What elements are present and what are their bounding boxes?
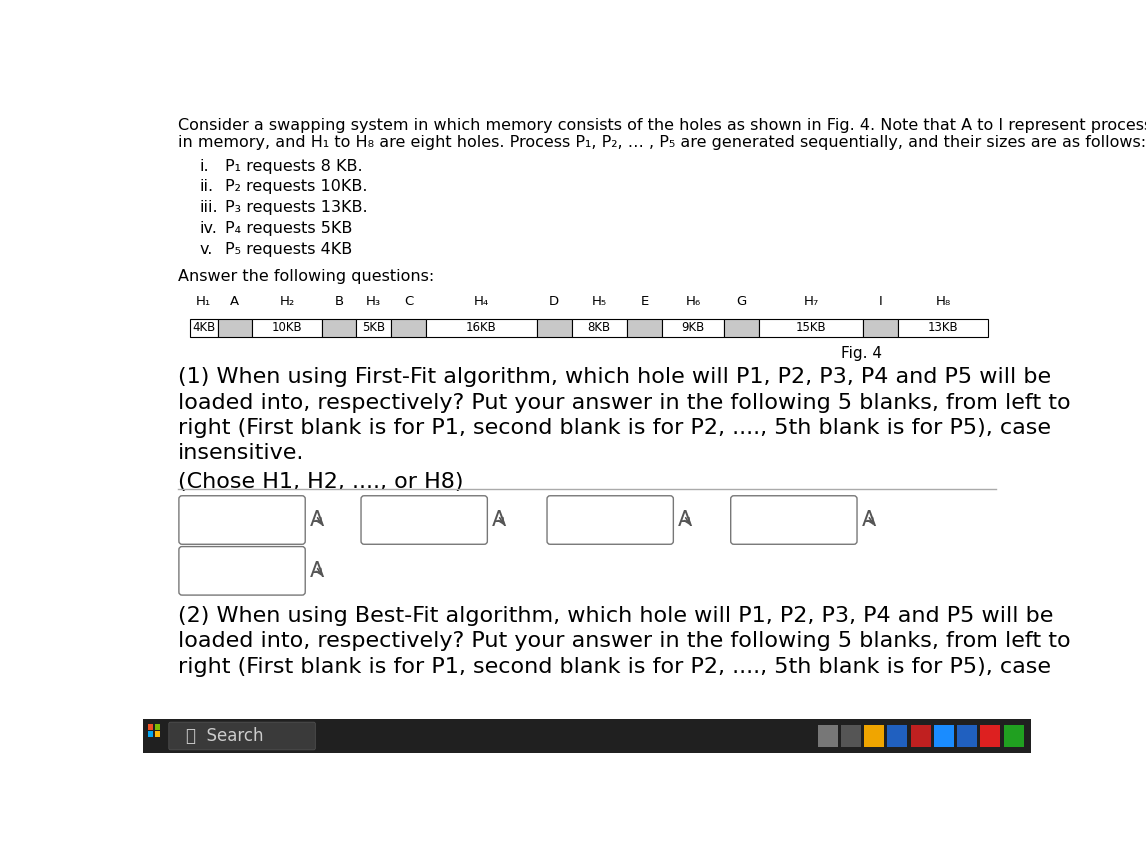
Text: A: A xyxy=(309,561,324,581)
Text: 16KB: 16KB xyxy=(466,321,496,334)
Text: H₇: H₇ xyxy=(803,295,818,308)
Bar xyxy=(980,725,1000,747)
Text: loaded into, respectively? Put your answer in the following 5 blanks, from left : loaded into, respectively? Put your answ… xyxy=(178,631,1070,651)
Bar xyxy=(957,725,978,747)
Bar xyxy=(322,319,356,338)
Text: i.: i. xyxy=(199,158,209,173)
FancyBboxPatch shape xyxy=(179,547,305,595)
Text: 🔍  Search: 🔍 Search xyxy=(186,727,264,745)
FancyBboxPatch shape xyxy=(731,496,857,544)
Bar xyxy=(391,319,426,338)
Bar xyxy=(536,319,572,338)
Text: P₂ requests 10KB.: P₂ requests 10KB. xyxy=(225,179,367,195)
Bar xyxy=(426,319,536,338)
Text: A: A xyxy=(862,510,876,530)
Bar xyxy=(252,319,322,338)
Bar xyxy=(724,319,759,338)
Bar xyxy=(218,319,252,338)
Text: H₂: H₂ xyxy=(280,295,295,308)
Text: right (First blank is for P1, second blank is for P2, ...., 5th blank is for P5): right (First blank is for P1, second bla… xyxy=(178,418,1051,438)
Text: H₃: H₃ xyxy=(366,295,382,308)
FancyBboxPatch shape xyxy=(547,496,674,544)
Text: G: G xyxy=(737,295,747,308)
Text: A: A xyxy=(309,510,324,530)
Bar xyxy=(759,319,863,338)
FancyBboxPatch shape xyxy=(179,496,305,544)
Bar xyxy=(817,725,838,747)
Text: H₆: H₆ xyxy=(685,295,700,308)
Text: (Chose H1, H2, ...., or H8): (Chose H1, H2, ...., or H8) xyxy=(178,472,464,492)
Text: A: A xyxy=(492,510,507,530)
Bar xyxy=(934,725,953,747)
Text: B: B xyxy=(335,295,344,308)
Bar xyxy=(627,319,661,338)
Text: Consider a swapping system in which memory consists of the holes as shown in Fig: Consider a swapping system in which memo… xyxy=(178,118,1146,134)
Text: P₁ requests 8 KB.: P₁ requests 8 KB. xyxy=(225,158,362,173)
Text: 4KB: 4KB xyxy=(193,321,215,334)
Bar xyxy=(841,725,861,747)
Text: insensitive.: insensitive. xyxy=(178,443,305,464)
Text: ii.: ii. xyxy=(199,179,213,195)
Text: 15KB: 15KB xyxy=(795,321,826,334)
Text: 8KB: 8KB xyxy=(588,321,611,334)
Bar xyxy=(572,319,627,338)
Text: P₄ requests 5KB: P₄ requests 5KB xyxy=(225,221,352,236)
FancyBboxPatch shape xyxy=(168,722,315,750)
Bar xyxy=(863,319,897,338)
Text: v.: v. xyxy=(199,242,212,256)
Bar xyxy=(911,725,931,747)
Bar xyxy=(661,319,724,338)
Bar xyxy=(897,319,988,338)
Text: H₁: H₁ xyxy=(196,295,211,308)
Text: A: A xyxy=(678,510,692,530)
Text: H₈: H₈ xyxy=(935,295,950,308)
Text: right (First blank is for P1, second blank is for P2, ...., 5th blank is for P5): right (First blank is for P1, second bla… xyxy=(178,656,1051,677)
Text: in memory, and H₁ to H₈ are eight holes. Process P₁, P₂, … , P₅ are generated se: in memory, and H₁ to H₈ are eight holes.… xyxy=(178,135,1146,151)
Text: 5KB: 5KB xyxy=(362,321,385,334)
Bar xyxy=(155,724,160,730)
Bar xyxy=(1004,725,1023,747)
Bar xyxy=(155,732,160,737)
Text: P₅ requests 4KB: P₅ requests 4KB xyxy=(225,242,352,256)
Text: loaded into, respectively? Put your answer in the following 5 blanks, from left : loaded into, respectively? Put your answ… xyxy=(178,393,1070,413)
Text: P₃ requests 13KB.: P₃ requests 13KB. xyxy=(225,201,367,215)
Text: (2) When using Best-Fit algorithm, which hole will P1, P2, P3, P4 and P5 will be: (2) When using Best-Fit algorithm, which… xyxy=(178,606,1053,626)
Bar xyxy=(864,725,885,747)
Text: I: I xyxy=(879,295,882,308)
Text: 10KB: 10KB xyxy=(272,321,303,334)
Text: D: D xyxy=(549,295,559,308)
Text: C: C xyxy=(403,295,413,308)
Text: H₅: H₅ xyxy=(591,295,607,308)
Bar xyxy=(143,719,1031,753)
Bar xyxy=(190,319,218,338)
Bar xyxy=(148,724,154,730)
Bar xyxy=(356,319,391,338)
Bar xyxy=(887,725,908,747)
Text: 9KB: 9KB xyxy=(682,321,705,334)
Text: E: E xyxy=(641,295,649,308)
Bar xyxy=(148,732,154,737)
Text: iv.: iv. xyxy=(199,221,217,236)
Text: Answer the following questions:: Answer the following questions: xyxy=(178,269,434,284)
Text: H₄: H₄ xyxy=(473,295,489,308)
Text: (1) When using First-Fit algorithm, which hole will P1, P2, P3, P4 and P5 will b: (1) When using First-Fit algorithm, whic… xyxy=(178,367,1051,387)
Text: iii.: iii. xyxy=(199,201,218,215)
Text: A: A xyxy=(230,295,240,308)
Text: 13KB: 13KB xyxy=(927,321,958,334)
FancyBboxPatch shape xyxy=(361,496,487,544)
Text: Fig. 4: Fig. 4 xyxy=(841,346,881,361)
